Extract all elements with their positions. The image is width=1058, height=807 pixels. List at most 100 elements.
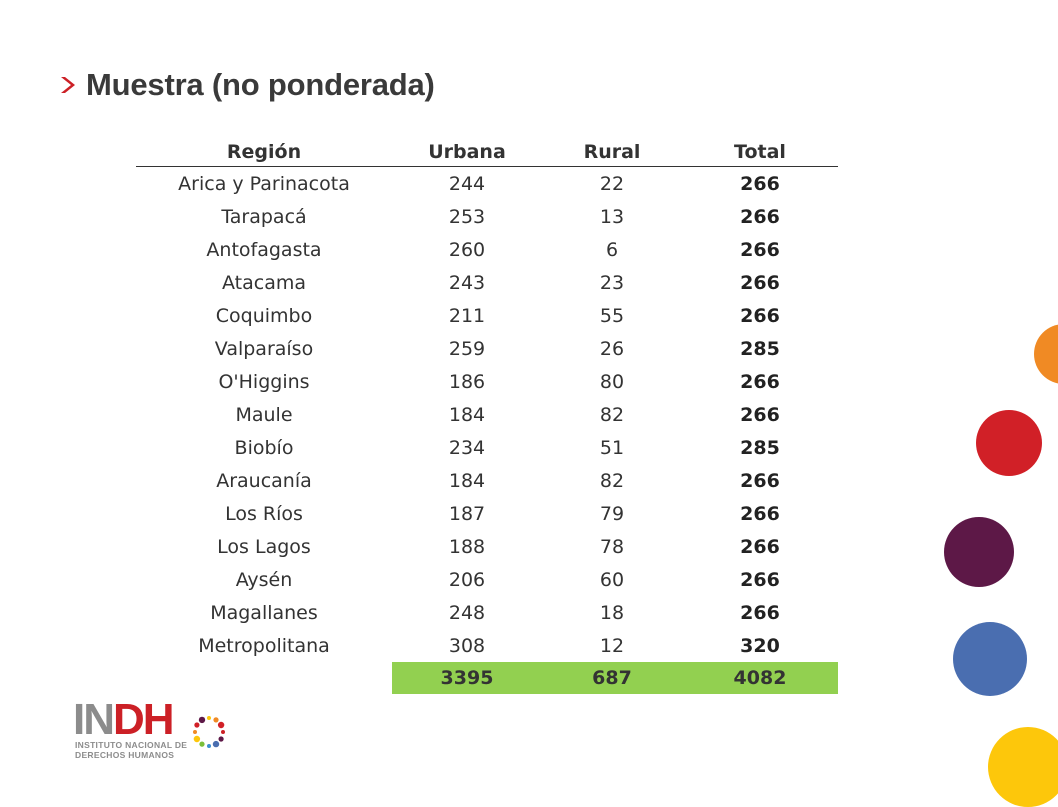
slide-title: Muestra (no ponderada): [58, 62, 435, 108]
cell-urbana: 187: [448, 502, 486, 525]
logo-dot: [212, 740, 220, 748]
logo-subtitle-line1: INSTITUTO NACIONAL DE: [75, 740, 188, 750]
cell-region: Los Ríos: [225, 502, 303, 525]
cell-region: Aysén: [235, 568, 293, 591]
table-row: Coquimbo 211 55 266: [136, 299, 838, 332]
table-row: Atacama 243 23 266: [136, 266, 838, 299]
cell-total: 266: [740, 403, 780, 426]
table-row: Antofagasta 260 6 266: [136, 233, 838, 266]
header-rural: Rural: [542, 137, 682, 167]
table-row: Arica y Parinacota 244 22 266: [136, 167, 838, 201]
cell-urbana: 186: [448, 370, 486, 393]
logo-dot: [207, 744, 211, 748]
cell-urbana: 184: [448, 403, 486, 426]
cell-region: Tarapacá: [221, 205, 307, 228]
decorative-purple-circle: [944, 517, 1014, 587]
logo-dot: [198, 716, 206, 724]
cell-total: 266: [740, 172, 780, 195]
table-row: Valparaíso 259 26 285: [136, 332, 838, 365]
decorative-yellow-circle: [988, 727, 1058, 807]
cell-rural: 26: [599, 337, 625, 360]
cell-rural: 23: [599, 271, 625, 294]
cell-region: Antofagasta: [206, 238, 322, 261]
page-title: Muestra (no ponderada): [86, 67, 435, 102]
cell-rural: 82: [599, 403, 625, 426]
cell-urbana: 184: [448, 469, 486, 492]
cell-urbana: 248: [448, 601, 486, 624]
cell-total: 266: [740, 205, 780, 228]
logo-word-dh: DH: [113, 695, 175, 744]
cell-rural: 22: [599, 172, 625, 195]
total-rural: 687: [542, 662, 682, 694]
cell-rural: 18: [599, 601, 625, 624]
cell-total: 285: [740, 337, 780, 360]
logo-subtitle-line2: DERECHOS HUMANOS: [75, 750, 175, 760]
logo-word-in: IN: [73, 695, 115, 744]
total-total: 4082: [682, 662, 838, 694]
cell-rural: 13: [599, 205, 625, 228]
logo-dot: [207, 716, 211, 720]
cell-rural: 79: [599, 502, 625, 525]
cell-total: 266: [740, 568, 780, 591]
cell-rural: 12: [599, 634, 625, 657]
logo-dot: [194, 722, 200, 728]
table-row: Magallanes 248 18 266: [136, 596, 838, 629]
cell-total: 266: [740, 370, 780, 393]
logo-dot: [193, 730, 197, 734]
logo-dot: [199, 741, 205, 747]
table-row: Maule 184 82 266: [136, 398, 838, 431]
logo-dot: [213, 717, 219, 723]
cell-urbana: 211: [448, 304, 486, 327]
cell-total: 266: [740, 502, 780, 525]
cell-urbana: 234: [448, 436, 486, 459]
decorative-red-circle: [976, 410, 1042, 476]
logo-dots-icon: [193, 716, 225, 748]
cell-rural: 51: [599, 436, 625, 459]
cell-region: Magallanes: [210, 601, 318, 624]
table-row: Los Lagos 188 78 266: [136, 530, 838, 563]
cell-urbana: 259: [448, 337, 486, 360]
cell-urbana: 206: [448, 568, 486, 591]
cell-urbana: 308: [448, 634, 486, 657]
cell-total: 266: [740, 535, 780, 558]
table-row: O'Higgins 186 80 266: [136, 365, 838, 398]
logo-dot: [221, 730, 225, 734]
cell-rural: 60: [599, 568, 625, 591]
table-header-row: Región Urbana Rural Total: [136, 137, 838, 167]
cell-total: 266: [740, 469, 780, 492]
logo-dot: [193, 735, 201, 743]
cell-region: Coquimbo: [215, 304, 313, 327]
cell-region: Los Lagos: [217, 535, 311, 558]
cell-rural: 82: [599, 469, 625, 492]
totals-label-cell: [136, 662, 392, 694]
cell-total: 266: [740, 238, 780, 261]
cell-region: Valparaíso: [214, 337, 314, 360]
table-row: Biobío 234 51 285: [136, 431, 838, 464]
table-body: Arica y Parinacota 244 22 266 Tarapacá 253 13 2…: [136, 167, 838, 694]
header-region: Región: [136, 137, 392, 167]
cell-region: Araucanía: [216, 469, 312, 492]
table-row: Metropolitana 308 12 320: [136, 629, 838, 662]
logo-subtitle: INSTITUTO NACIONAL DE DERECHOS HUMANOS: [75, 740, 187, 760]
decorative-blue-circle: [953, 622, 1027, 696]
sample-table: Región Urbana Rural Total Arica y Parina…: [136, 137, 838, 694]
cell-urbana: 260: [448, 238, 486, 261]
totals-row: 3395 687 4082: [136, 662, 838, 694]
cell-urbana: 188: [448, 535, 486, 558]
cell-total: 266: [740, 601, 780, 624]
cell-total: 285: [740, 436, 780, 459]
table-row: Aysén 206 60 266: [136, 563, 838, 596]
cell-total: 266: [740, 304, 780, 327]
cell-rural: 55: [599, 304, 625, 327]
cell-urbana: 253: [448, 205, 486, 228]
logo-dot: [218, 736, 224, 742]
cell-rural: 78: [599, 535, 625, 558]
header-total: Total: [682, 137, 838, 167]
cell-region: Arica y Parinacota: [178, 172, 350, 195]
indh-logo: INDH INSTITUTO NACIONAL DE DERECHOS HUMA…: [73, 698, 233, 760]
chevron-right-icon: [61, 77, 75, 93]
cell-region: Biobío: [234, 436, 294, 459]
cell-region: Atacama: [222, 271, 306, 294]
decorative-orange-circle: [1034, 324, 1058, 384]
cell-urbana: 244: [448, 172, 486, 195]
